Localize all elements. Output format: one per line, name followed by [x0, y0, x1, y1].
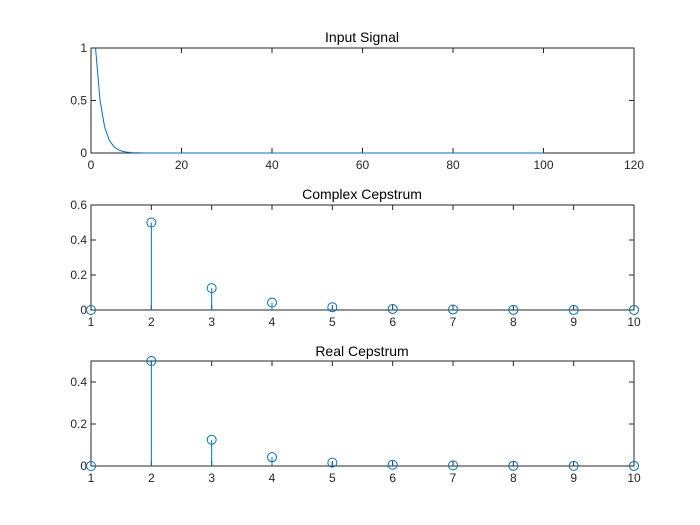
x-tick-label: 3	[208, 471, 215, 485]
stem-marker	[387, 459, 398, 470]
x-tick-label: 8	[510, 315, 517, 329]
y-tick-label: 1	[80, 41, 87, 55]
stem-marker	[568, 304, 579, 315]
y-tick-label: 0	[80, 146, 87, 160]
x-tick-label: 7	[450, 471, 457, 485]
y-tick-label: 0	[80, 303, 87, 317]
axes-box	[90, 47, 635, 154]
stem-marker	[629, 304, 639, 315]
stem-marker	[448, 304, 458, 315]
stem-marker	[146, 356, 157, 366]
x-tick-label: 4	[269, 315, 276, 329]
axes-box	[90, 360, 635, 467]
x-tick-label: 0	[88, 158, 95, 172]
x-tick-label: 2	[148, 315, 155, 329]
stem-marker	[206, 434, 217, 445]
plot-area: 0 0.2 0.4 0.6 1 2 3 4 5 6 7 8 9 10	[70, 198, 641, 329]
stem-marker	[568, 460, 579, 471]
y-tick-label: 0.4	[70, 233, 87, 247]
y-tick-label: 0	[80, 459, 87, 473]
x-tick-label: 3	[208, 315, 215, 329]
stem-marker	[508, 304, 519, 315]
y-tick-label: 0.6	[70, 198, 87, 212]
plot-area: 0 0.5 1 0 20 40 60 80 100 120	[70, 41, 644, 172]
x-tick-label: 6	[389, 471, 396, 485]
stem-marker	[86, 305, 96, 315]
x-tick-label: 1	[88, 315, 95, 329]
y-tick-label: 0.5	[70, 94, 87, 108]
x-tick-label: 1	[88, 471, 95, 485]
stem-marker	[327, 302, 338, 313]
x-tick-label: 5	[329, 315, 336, 329]
x-tick-label: 40	[265, 158, 279, 172]
series-line	[95, 47, 544, 154]
chart-title: Complex Cepstrum	[302, 186, 422, 202]
stem-marker	[327, 457, 338, 468]
x-tick-label: 20	[175, 158, 189, 172]
stem-marker	[267, 297, 277, 308]
x-tick-label: 5	[329, 471, 336, 485]
x-tick-label: 4	[269, 471, 276, 485]
stem-marker	[508, 460, 519, 471]
x-tick-label: 6	[389, 315, 396, 329]
x-tick-label: 120	[624, 158, 644, 172]
x-tick-label: 100	[533, 158, 553, 172]
x-tick-label: 10	[627, 471, 641, 485]
x-tick-label: 10	[627, 315, 641, 329]
plot-area: 0 0.2 0.4 1 2 3 4 5 6 7 8 9 10	[70, 356, 641, 485]
x-tick-label: 2	[148, 471, 155, 485]
stem-marker	[387, 303, 398, 314]
subplot-complex-cepstrum: Complex Cepstrum 0 0.2 0.4 0.6 1 2 3 4 5 6 7 8 9 10	[70, 186, 641, 329]
chart-title: Input Signal	[325, 29, 399, 45]
stem-marker	[86, 461, 96, 471]
x-tick-label: 9	[570, 471, 577, 485]
chart-title: Real Cepstrum	[315, 343, 408, 359]
stem-marker	[448, 460, 458, 471]
x-tick-label: 8	[510, 471, 517, 485]
stem-marker	[629, 460, 639, 471]
subplot-real-cepstrum: Real Cepstrum 0 0.2 0.4 1 2 3 4 5 6 7 8 9 10	[70, 343, 641, 485]
y-tick-label: 0.2	[70, 268, 87, 282]
y-tick-label: 0.2	[70, 417, 87, 431]
x-tick-label: 60	[356, 158, 370, 172]
axes-box	[90, 204, 635, 311]
x-tick-label: 9	[570, 315, 577, 329]
x-tick-label: 7	[450, 315, 457, 329]
y-tick-label: 0.4	[70, 375, 87, 389]
stem-marker	[206, 283, 217, 294]
subplot-input-signal: Input Signal 0 0.5 1 0 20 40 60 80 100 120	[70, 29, 644, 172]
stem-marker	[267, 452, 277, 463]
stem-marker	[146, 217, 157, 228]
x-tick-label: 80	[446, 158, 460, 172]
